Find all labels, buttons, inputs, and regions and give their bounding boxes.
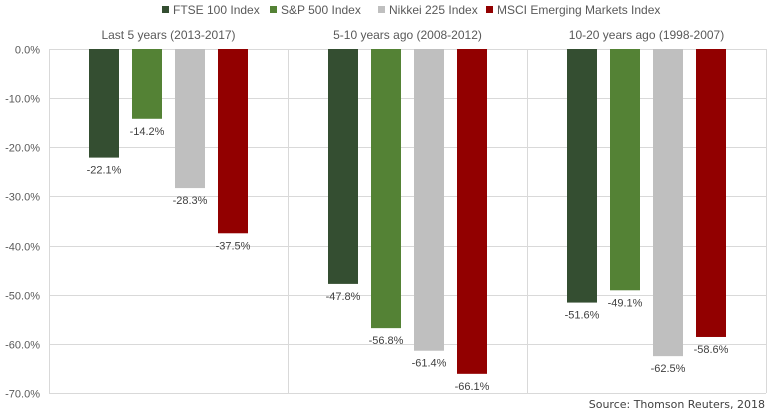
data-label: -47.8% xyxy=(326,291,361,303)
y-tick-label: -10.0% xyxy=(5,94,40,106)
source-note: Source: Thomson Reuters, 2018 xyxy=(588,398,765,411)
data-label: -22.1% xyxy=(87,165,122,177)
data-label: -14.2% xyxy=(130,126,165,138)
data-label: -28.3% xyxy=(173,195,208,207)
data-label: -62.5% xyxy=(651,363,686,375)
y-tick-label: -40.0% xyxy=(5,242,40,254)
bar xyxy=(218,49,248,234)
bar xyxy=(414,49,444,351)
bar xyxy=(89,49,119,158)
bar xyxy=(328,49,358,284)
legend-swatch xyxy=(378,6,385,13)
data-label: -56.8% xyxy=(369,335,404,347)
legend-swatch xyxy=(270,6,277,13)
bar xyxy=(371,49,401,329)
legend-label: S&P 500 Index xyxy=(281,3,361,17)
legend-item: FTSE 100 Index xyxy=(162,3,260,17)
y-tick-label: -60.0% xyxy=(5,340,40,352)
legend-item: MSCI Emerging Markets Index xyxy=(486,3,660,17)
y-tick-label: -70.0% xyxy=(5,389,40,401)
bar xyxy=(457,49,487,374)
y-tick-label: -20.0% xyxy=(5,143,40,155)
data-label: -37.5% xyxy=(216,240,251,252)
data-label: -61.4% xyxy=(412,358,447,370)
chart-legend: FTSE 100 Index S&P 500 Index Nikkei 225 In… xyxy=(0,3,771,19)
y-tick-label: -30.0% xyxy=(5,192,40,204)
data-label: -51.6% xyxy=(565,310,600,322)
legend-label: MSCI Emerging Markets Index xyxy=(497,3,661,17)
data-label: -66.1% xyxy=(455,381,490,393)
legend-label: Nikkei 225 Index xyxy=(389,3,478,17)
y-tick-label: -50.0% xyxy=(5,291,40,303)
legend-item: Nikkei 225 Index xyxy=(378,3,478,17)
category-label: 5-10 years ago (2008-2012) xyxy=(333,28,482,42)
legend-swatch xyxy=(486,6,493,13)
y-tick-label: 0.0% xyxy=(15,45,40,57)
category-label: Last 5 years (2013-2017) xyxy=(101,28,235,42)
data-label: -49.1% xyxy=(608,297,643,309)
legend-label: FTSE 100 Index xyxy=(173,3,260,17)
bar xyxy=(175,49,205,189)
data-label: -58.6% xyxy=(694,344,729,356)
legend-item: S&P 500 Index xyxy=(270,3,361,17)
legend-swatch xyxy=(162,6,169,13)
bar xyxy=(132,49,162,119)
bar xyxy=(567,49,597,303)
bar xyxy=(610,49,640,291)
bar xyxy=(696,49,726,337)
bar xyxy=(653,49,683,357)
category-label: 10-20 years ago (1998-2007) xyxy=(569,28,724,42)
